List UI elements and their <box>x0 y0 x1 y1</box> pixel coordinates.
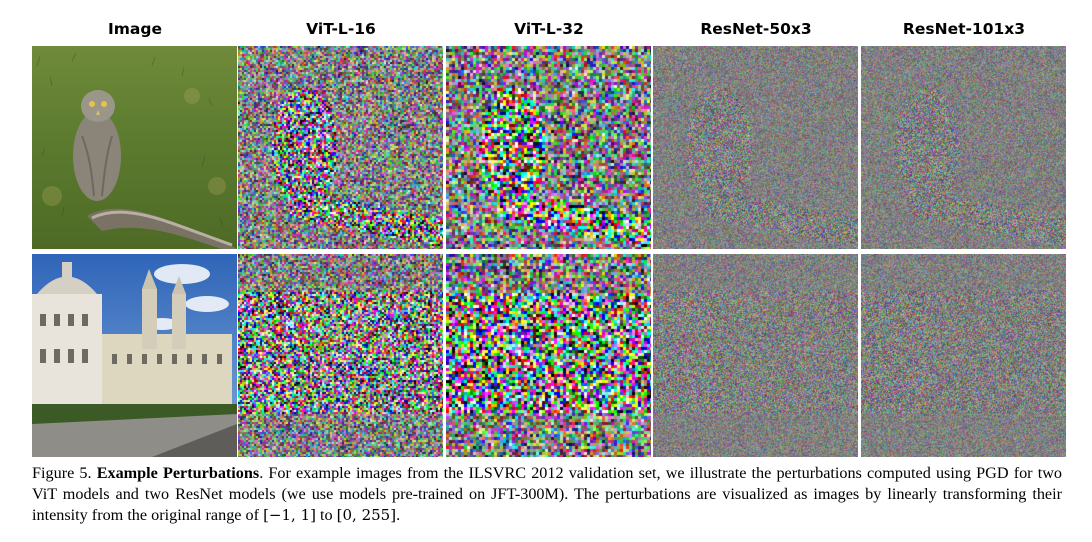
owl-image <box>32 46 237 249</box>
column-header-resnet-101x3: ResNet-101x3 <box>902 20 1026 38</box>
perturbation-noise <box>653 46 858 249</box>
perturbation-owl-resnet-101x3 <box>861 46 1066 249</box>
perturbation-noise <box>446 46 651 249</box>
perturbation-owl-vit-l-32 <box>446 46 651 249</box>
column-header-resnet-50x3: ResNet-50x3 <box>700 20 812 38</box>
perturbation-noise <box>861 254 1066 457</box>
perturbation-palace-resnet-101x3 <box>861 254 1066 457</box>
palace-image <box>32 254 237 457</box>
perturbation-noise <box>446 254 651 457</box>
perturbation-palace-vit-l-32 <box>446 254 651 457</box>
perturbation-owl-resnet-50x3 <box>653 46 858 249</box>
owl-photo <box>32 46 237 249</box>
caption-range-to: [0, 255] <box>336 506 397 524</box>
column-header-vit-l-16: ViT-L-16 <box>306 20 376 38</box>
perturbation-noise <box>861 46 1066 249</box>
caption-label: Figure 5. <box>32 464 92 482</box>
perturbation-owl-vit-l-16 <box>238 46 443 249</box>
caption-title: Example Perturbations <box>96 464 260 482</box>
perturbation-noise <box>238 254 443 457</box>
caption-range-from: [−1, 1] <box>263 506 316 524</box>
perturbation-palace-resnet-50x3 <box>653 254 858 457</box>
caption-text-end: . <box>396 506 401 524</box>
figure-caption: Figure 5. Example Perturbations. For exa… <box>32 463 1062 526</box>
perturbation-noise <box>653 254 858 457</box>
perturbation-noise <box>238 46 443 249</box>
caption-text: . For example images from the ILSVRC 201… <box>32 464 1062 524</box>
palace-photo <box>32 254 237 457</box>
figure: Image ViT-L-16 ViT-L-32 ResNet-50x3 ResN… <box>32 20 1066 457</box>
perturbation-palace-vit-l-16 <box>238 254 443 457</box>
caption-text-between: to <box>315 506 337 524</box>
column-header-vit-l-32: ViT-L-32 <box>514 20 584 38</box>
column-header-image: Image <box>108 20 162 38</box>
